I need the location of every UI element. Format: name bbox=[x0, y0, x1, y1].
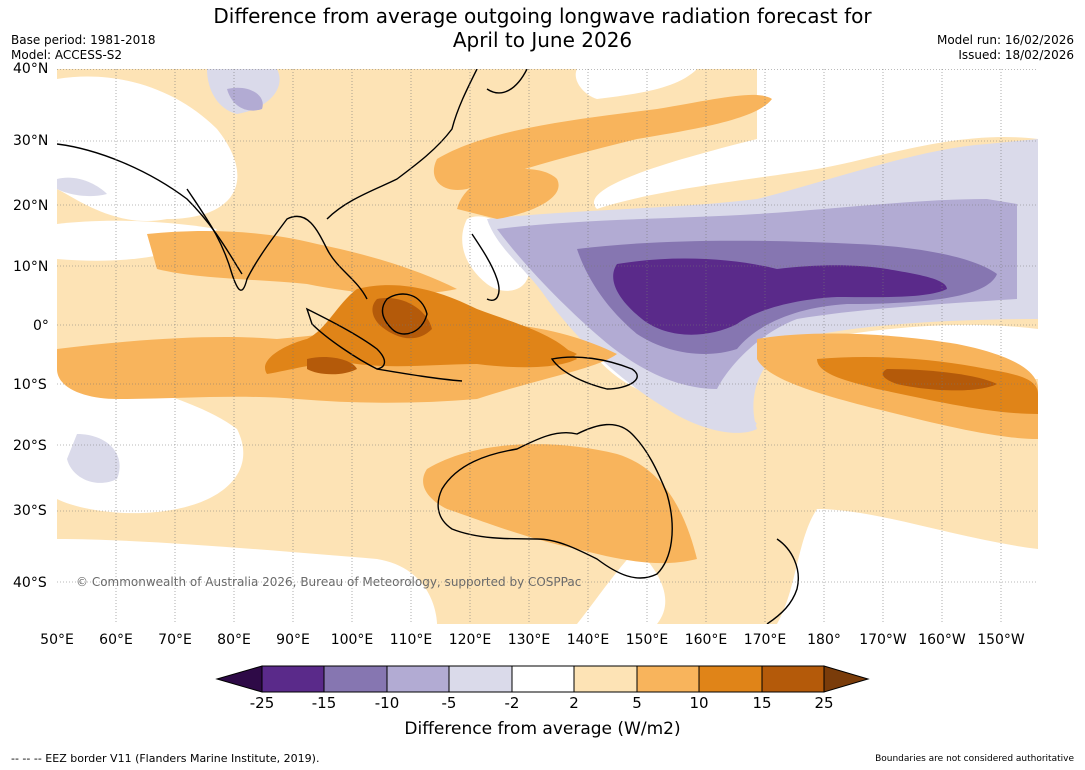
lon-label: 140°E bbox=[566, 632, 610, 648]
lat-label: 40°S bbox=[13, 575, 47, 591]
colorbar-swatch bbox=[698, 665, 763, 693]
lat-label: 20°S bbox=[13, 438, 47, 454]
colorbar-tick: 10 bbox=[689, 694, 709, 712]
issued-date: Issued: 18/02/2026 bbox=[958, 48, 1074, 62]
colorbar-title: Difference from average (W/m2) bbox=[404, 719, 681, 739]
model-name: Model: ACCESS-S2 bbox=[11, 48, 123, 62]
lon-label: 70°E bbox=[158, 632, 192, 648]
lon-label: 170°E bbox=[743, 632, 787, 648]
lon-label: 180° bbox=[807, 632, 841, 648]
boundary-disclaimer: Boundaries are not considered authoritat… bbox=[875, 754, 1074, 764]
lon-label: 80°E bbox=[217, 632, 251, 648]
copyright-notice: © Commonwealth of Australia 2026, Bureau… bbox=[76, 575, 582, 589]
colorbar-tick: -15 bbox=[311, 694, 337, 712]
lat-label: 30°N bbox=[13, 133, 49, 149]
map-title: Difference from average outgoing longwav… bbox=[0, 4, 1085, 52]
lon-label: 170°W bbox=[859, 632, 907, 648]
colorbar-tick: 2 bbox=[569, 694, 579, 712]
lon-label: 160°E bbox=[684, 632, 728, 648]
colorbar-swatch bbox=[323, 665, 388, 693]
model-run: Model run: 16/02/2026 bbox=[936, 33, 1074, 47]
colorbar-tick: -2 bbox=[504, 694, 520, 712]
lat-label: 40°N bbox=[13, 61, 49, 77]
colorbar-tick: -10 bbox=[374, 694, 400, 712]
colorbar bbox=[215, 665, 870, 693]
colorbar-tick: -5 bbox=[441, 694, 457, 712]
colorbar-tick: -25 bbox=[249, 694, 275, 712]
eez-footnote: -- -- -- EEZ border V11 (Flanders Marine… bbox=[11, 752, 320, 765]
positive-anomaly-strongest bbox=[307, 298, 997, 391]
anomaly-field bbox=[57, 69, 1038, 624]
colorbar-above-arrow bbox=[823, 665, 870, 693]
colorbar-swatch bbox=[636, 665, 700, 693]
meta-right: Model run: 16/02/2026 Issued: 18/02/2026 bbox=[937, 33, 1074, 63]
lon-label: 150°E bbox=[625, 632, 669, 648]
colorbar-tick: 15 bbox=[752, 694, 772, 712]
colorbar-swatch bbox=[448, 665, 513, 693]
negative-anomaly-strongest bbox=[613, 258, 947, 335]
lon-label: 50°E bbox=[40, 632, 74, 648]
lat-label: 10°S bbox=[13, 377, 47, 393]
colorbar-swatch bbox=[261, 665, 325, 693]
meta-left: Base period: 1981-2018 Model: ACCESS-S2 bbox=[11, 33, 156, 63]
title-line-1: Difference from average outgoing longwav… bbox=[213, 4, 872, 28]
colorbar-swatch bbox=[573, 665, 638, 693]
lon-label: 110°E bbox=[389, 632, 433, 648]
coastlines bbox=[57, 69, 799, 624]
lat-label: 10°N bbox=[13, 259, 49, 275]
title-line-2: April to June 2026 bbox=[452, 28, 633, 52]
lon-label: 100°E bbox=[330, 632, 374, 648]
lat-label: 20°N bbox=[13, 198, 49, 214]
colorbar-swatch bbox=[761, 665, 825, 693]
colorbar-tick: 5 bbox=[632, 694, 642, 712]
lon-label: 60°E bbox=[99, 632, 133, 648]
lon-label: 130°E bbox=[507, 632, 551, 648]
base-period: Base period: 1981-2018 bbox=[11, 33, 156, 47]
lat-label: 0° bbox=[33, 318, 49, 334]
colorbar-tick: 25 bbox=[814, 694, 834, 712]
lon-label: 150°W bbox=[977, 632, 1025, 648]
colorbar-swatch bbox=[511, 665, 575, 693]
colorbar-below-arrow bbox=[215, 665, 263, 693]
lon-label: 120°E bbox=[448, 632, 492, 648]
lon-label: 90°E bbox=[276, 632, 310, 648]
anomaly-map bbox=[57, 69, 1038, 624]
colorbar-swatch bbox=[386, 665, 450, 693]
lat-label: 30°S bbox=[13, 503, 47, 519]
lon-label: 160°W bbox=[918, 632, 966, 648]
graticule bbox=[57, 69, 1038, 624]
